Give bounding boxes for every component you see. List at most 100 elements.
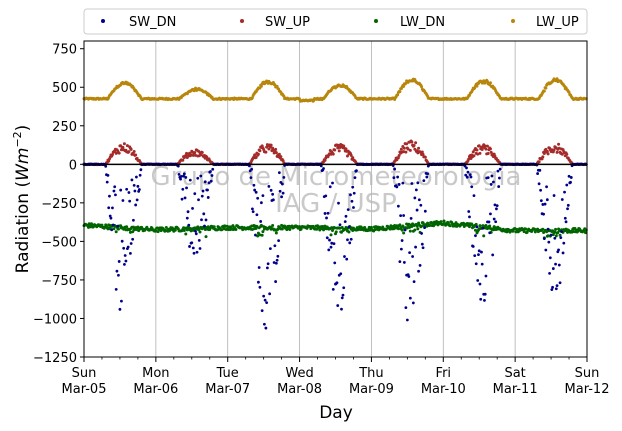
sw-up-point — [129, 147, 133, 151]
sw-dn-point — [543, 202, 547, 206]
sw-up-point — [408, 148, 412, 152]
lw-dn-point — [541, 227, 545, 231]
sw-dn-point — [464, 173, 468, 177]
sw-dn-point — [340, 296, 344, 300]
sw-dn-point — [551, 267, 555, 270]
sw-dn-point — [414, 188, 418, 192]
sw-up-point — [181, 158, 185, 162]
sw-dn-point — [136, 184, 140, 188]
sw-dn-point — [537, 182, 541, 186]
sw-dn-point — [407, 275, 411, 278]
sw-dn-point — [495, 207, 498, 211]
lw-dn-point — [554, 234, 558, 238]
lw-dn-point — [484, 224, 488, 228]
sw-dn-point — [128, 199, 132, 203]
sw-dn-point — [468, 215, 471, 219]
watermark-line1: Grupo de Micrometeorologia — [151, 162, 522, 192]
x-tick-label-date: Mar-11 — [493, 382, 538, 397]
sw-dn-point — [179, 175, 183, 178]
sw-dn-point — [566, 207, 569, 211]
sw-up-point — [475, 148, 479, 152]
lw-dn-point — [398, 223, 402, 227]
sw-up-point — [256, 152, 260, 156]
sw-up-point — [205, 155, 209, 159]
sw-up-point — [127, 150, 131, 154]
sw-dn-point — [254, 190, 258, 194]
sw-dn-point — [198, 247, 202, 250]
sw-dn-point — [124, 259, 128, 263]
sw-dn-point — [329, 245, 333, 249]
sw-up-point — [333, 148, 337, 152]
sw-dn-point — [404, 306, 408, 310]
sw-dn-point — [542, 237, 546, 240]
sw-dn-point — [544, 248, 548, 252]
lw-dn-point — [338, 226, 342, 230]
sw-dn-point — [545, 198, 549, 202]
sw-dn-point — [349, 237, 353, 241]
lw-dn-point — [558, 233, 562, 237]
lw-dn-point — [255, 224, 259, 228]
y-tick-label: −500 — [41, 235, 77, 250]
sw-up-point — [110, 153, 114, 157]
sw-dn-point — [134, 203, 138, 207]
lw-up-point — [544, 86, 548, 90]
sw-dn-point — [200, 218, 203, 222]
sw-dn-point — [201, 189, 205, 193]
y-tick-label: 250 — [52, 120, 77, 135]
sw-dn-point — [111, 206, 114, 210]
sw-dn-point — [267, 184, 271, 188]
lw-up-point — [567, 90, 571, 94]
sw-dn-point — [282, 176, 286, 179]
sw-dn-point — [108, 214, 112, 218]
sw-up-point — [423, 155, 427, 159]
sw-dn-point — [398, 260, 402, 264]
sw-dn-point — [105, 180, 109, 184]
lw-dn-point — [473, 228, 477, 232]
sw-dn-point — [546, 227, 550, 231]
lw-up-point — [420, 85, 424, 89]
lw-dn-point — [408, 229, 412, 233]
x-tick-label-day: Tue — [216, 366, 239, 381]
legend-label-sw-dn: SW_DN — [129, 15, 176, 30]
sw-dn-point — [107, 206, 111, 210]
sw-dn-point — [491, 253, 495, 257]
sw-up-point — [323, 158, 327, 162]
sw-dn-point — [418, 264, 422, 267]
lw-dn-point — [159, 229, 163, 233]
sw-dn-point — [426, 172, 429, 176]
sw-dn-point — [257, 266, 261, 269]
sw-dn-point — [177, 172, 181, 176]
sw-dn-point — [465, 175, 469, 179]
sw-dn-point — [353, 176, 357, 180]
sw-dn-point — [190, 241, 194, 245]
sw-dn-point — [410, 182, 414, 185]
sw-dn-point — [474, 262, 478, 266]
sw-dn-point — [346, 238, 349, 242]
sw-dn-point — [194, 229, 197, 233]
sw-dn-point — [126, 245, 130, 249]
sw-dn-point — [138, 173, 142, 177]
sw-dn-point — [196, 176, 200, 180]
lw-dn-point — [448, 224, 452, 228]
sw-dn-point — [405, 318, 409, 322]
sw-dn-point — [265, 266, 269, 270]
sw-dn-point — [340, 307, 343, 311]
x-tick-label-day: Wed — [285, 366, 313, 381]
sw-dn-point — [551, 285, 554, 289]
sw-dn-point — [194, 232, 198, 236]
sw-dn-point — [211, 167, 215, 171]
sw-dn-point — [323, 212, 327, 215]
lw-up-point — [402, 84, 406, 88]
sw-dn-point — [180, 197, 184, 201]
sw-dn-point — [483, 298, 486, 302]
lw-dn-point — [393, 223, 397, 227]
sw-dn-point — [478, 282, 482, 286]
lw-dn-point — [185, 228, 189, 232]
sw-dn-point — [328, 185, 332, 189]
sw-dn-point — [567, 174, 571, 178]
lw-dn-point — [524, 227, 528, 231]
sw-dn-point — [188, 178, 192, 182]
sw-dn-point — [541, 203, 545, 206]
sw-up-point — [193, 151, 197, 155]
lw-dn-point — [428, 224, 432, 228]
